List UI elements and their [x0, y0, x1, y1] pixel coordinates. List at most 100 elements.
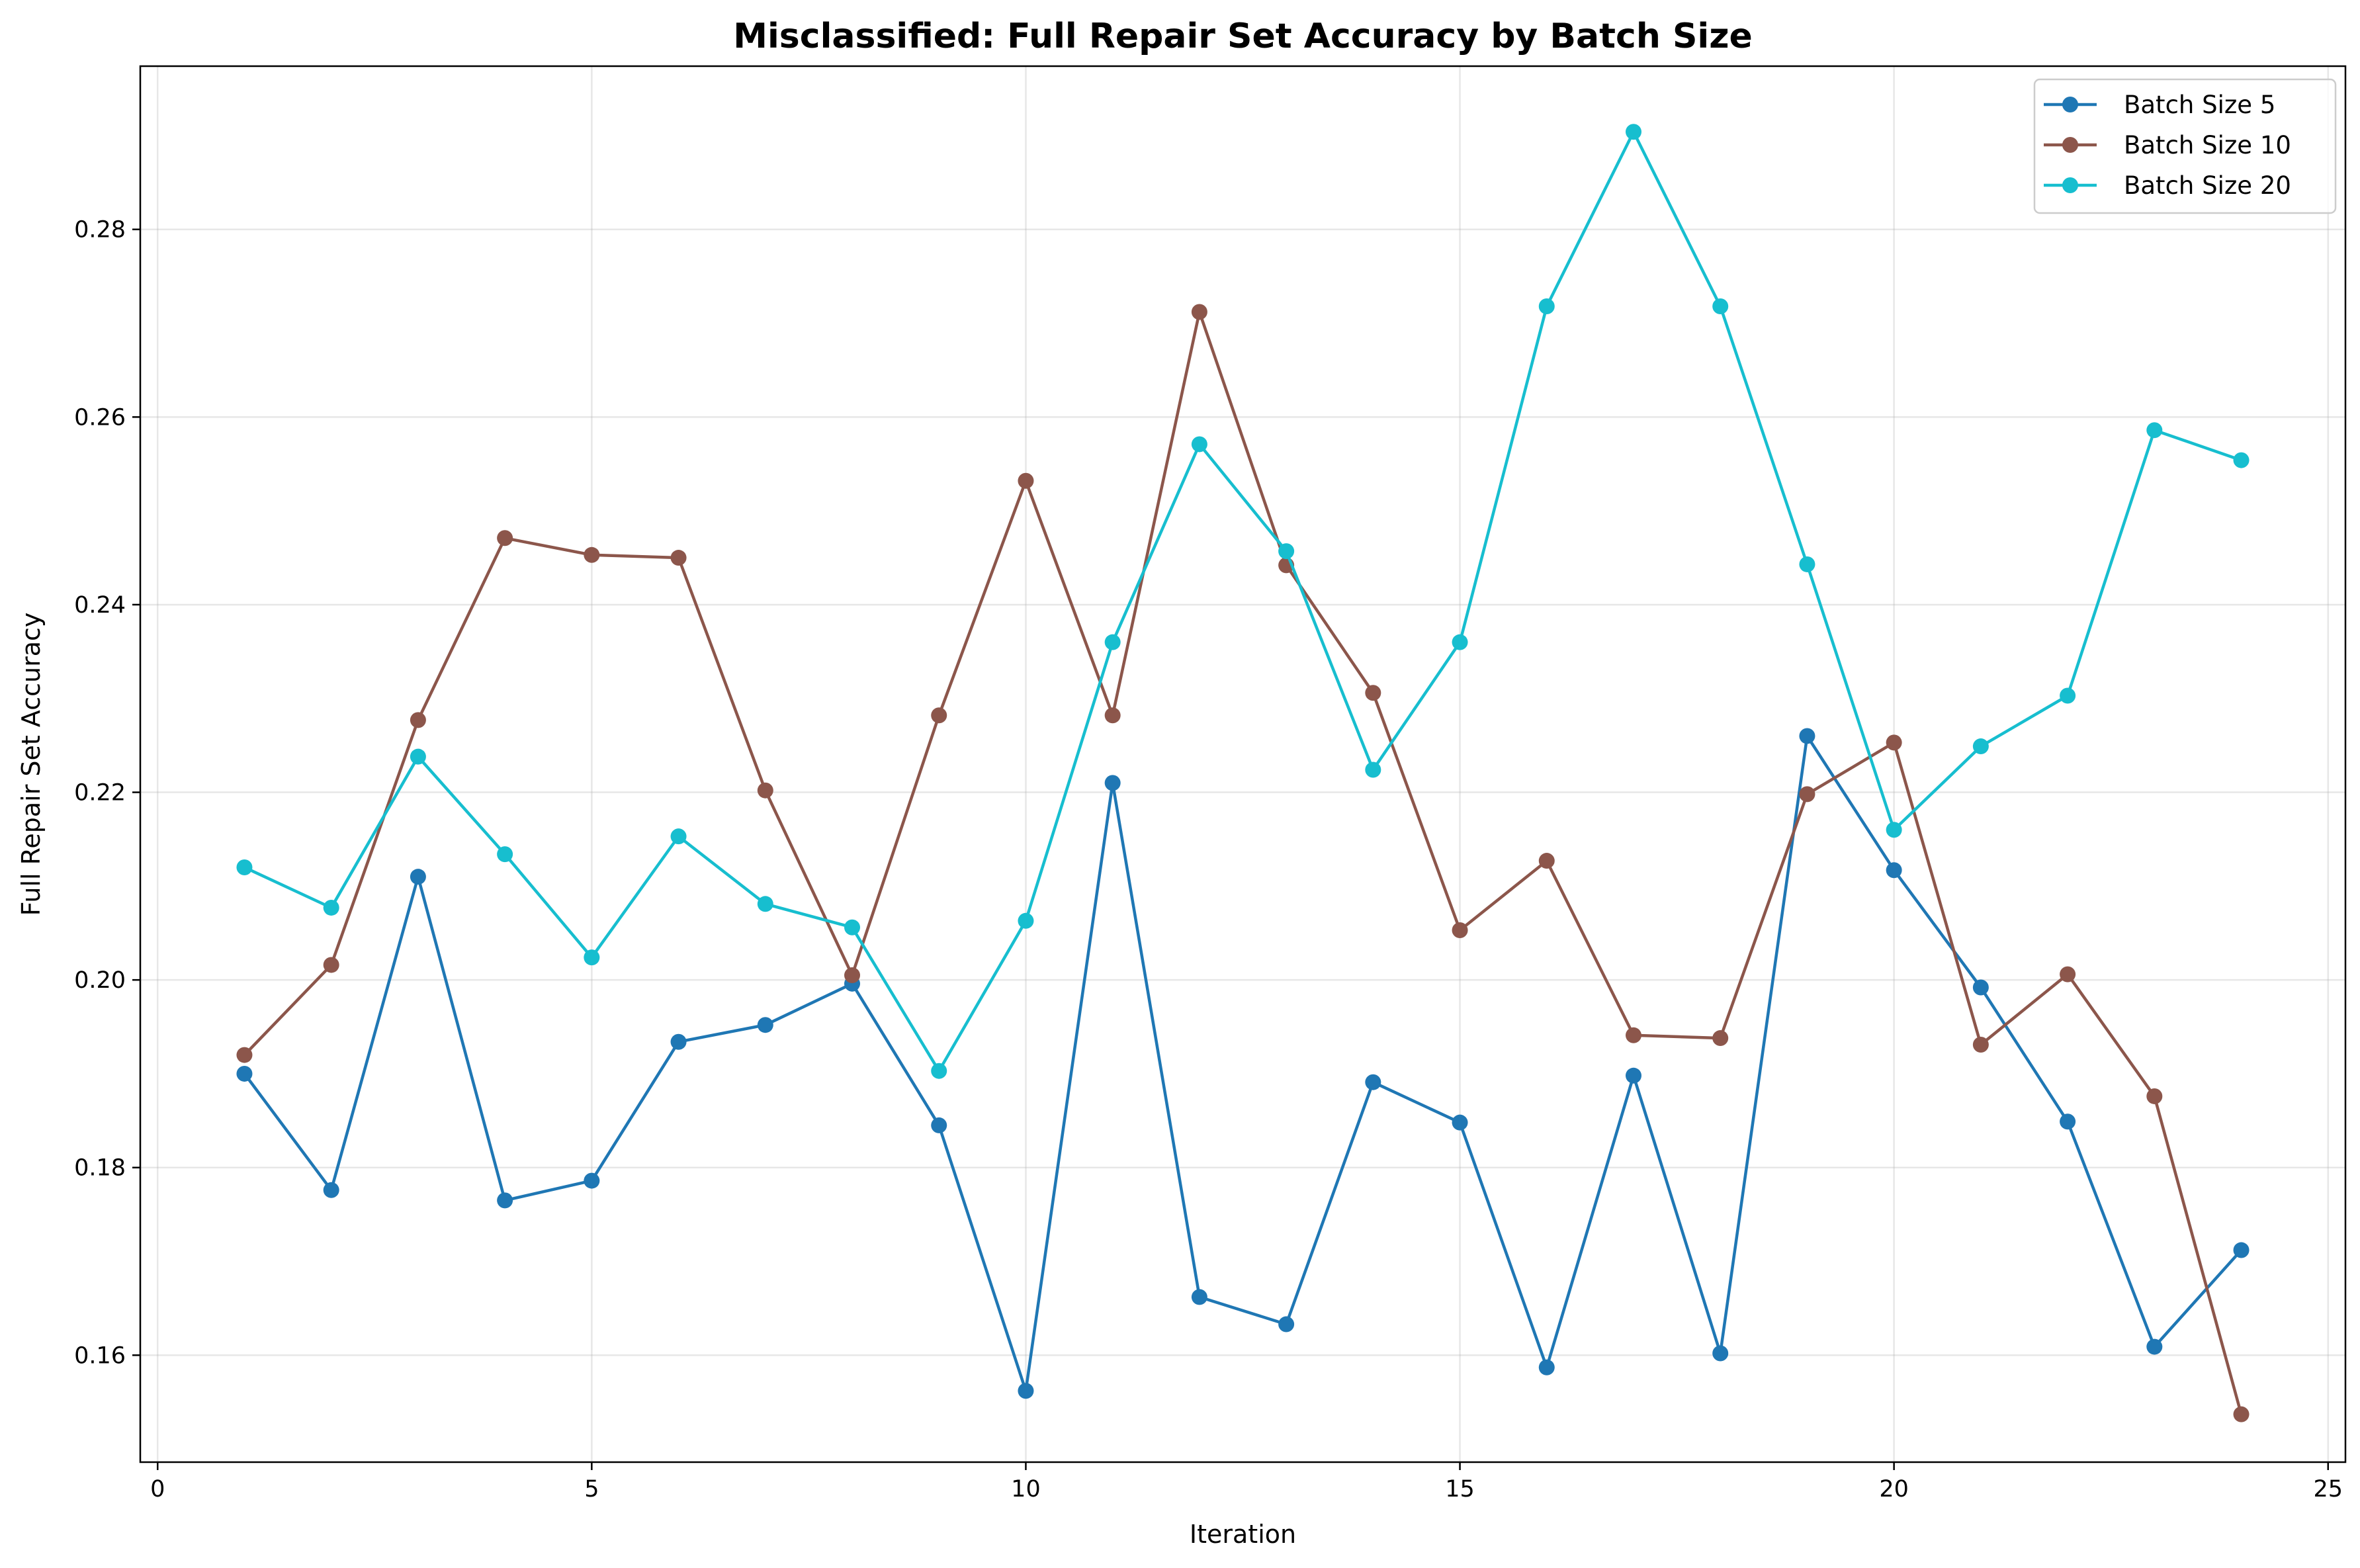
data-point — [236, 859, 253, 875]
data-point — [844, 919, 861, 936]
data-point — [2233, 452, 2250, 468]
data-point — [1365, 685, 1381, 701]
data-point — [1625, 1067, 1641, 1084]
data-point — [1625, 124, 1641, 140]
data-point — [1018, 1383, 1034, 1399]
data-point — [1886, 734, 1902, 751]
data-point — [497, 530, 513, 546]
grid-lines — [140, 66, 2345, 1462]
data-point — [236, 1047, 253, 1063]
x-tick-label: 15 — [1445, 1476, 1475, 1503]
legend-marker — [2062, 177, 2078, 193]
data-point — [1278, 1316, 1295, 1332]
data-point — [757, 896, 773, 912]
data-point — [1104, 707, 1121, 724]
data-point — [670, 1033, 687, 1050]
data-point — [584, 949, 600, 966]
data-point — [1799, 786, 1815, 803]
chart-title: Misclassified: Full Repair Set Accuracy … — [733, 17, 1753, 56]
data-point — [2060, 1113, 2076, 1130]
data-point — [1452, 634, 1468, 650]
y-tick-label: 0.24 — [74, 592, 126, 619]
legend-label: Batch Size 10 — [2124, 131, 2291, 159]
data-point — [2233, 1242, 2250, 1258]
data-point — [1799, 728, 1815, 744]
y-tick-label: 0.20 — [74, 967, 126, 994]
data-point — [1712, 1030, 1729, 1047]
data-point — [323, 1182, 339, 1198]
data-point — [1538, 853, 1555, 869]
data-point — [1972, 738, 1989, 755]
y-tick-label: 0.16 — [74, 1342, 126, 1369]
data-point — [1278, 543, 1295, 560]
data-point — [584, 546, 600, 563]
axis-ticks: 0 5 10 15 20 25 0.16 0.18 0.20 0.22 0.24 0.26 0.28 — [74, 217, 2343, 1503]
y-tick-label: 0.18 — [74, 1155, 126, 1182]
x-tick-label: 5 — [584, 1476, 599, 1503]
series-line — [243, 310, 2243, 1415]
data-point — [1018, 912, 1034, 929]
data-point — [410, 869, 426, 885]
y-axis-label: Full Repair Set Accuracy — [17, 613, 46, 916]
data-point — [1538, 1359, 1555, 1375]
y-tick-label: 0.28 — [74, 217, 126, 243]
data-point — [2146, 1088, 2163, 1104]
data-point — [2060, 687, 2076, 704]
data-point — [844, 967, 861, 984]
data-point — [1191, 304, 1207, 320]
legend-marker — [2062, 97, 2078, 112]
data-point — [1886, 822, 1902, 838]
legend-label: Batch Size 20 — [2124, 171, 2291, 200]
data-point — [1538, 298, 1555, 315]
legend-label: Batch Size 5 — [2124, 91, 2275, 119]
data-point — [1625, 1027, 1641, 1043]
data-point — [2233, 1406, 2250, 1422]
data-point — [757, 782, 773, 799]
x-tick-label: 25 — [2313, 1476, 2343, 1503]
data-point — [410, 748, 426, 765]
plot-area-frame — [139, 65, 2347, 1463]
data-point — [931, 1117, 947, 1133]
data-point — [931, 707, 947, 724]
data-point — [1104, 634, 1121, 650]
data-point — [1452, 922, 1468, 938]
data-point — [2146, 1338, 2163, 1355]
data-point — [1712, 298, 1729, 315]
data-point — [323, 957, 339, 973]
series-line — [243, 734, 2243, 1393]
x-tick-label: 10 — [1011, 1476, 1041, 1503]
series-2 — [236, 304, 2250, 1422]
legend: Batch Size 5 Batch Size 10 Batch Size 20 — [2033, 78, 2337, 214]
data-point — [1972, 1036, 1989, 1053]
data-point — [670, 828, 687, 845]
data-point — [1365, 1074, 1381, 1090]
data-point — [931, 1063, 947, 1079]
data-point — [1191, 436, 1207, 453]
legend-item: Batch Size 10 — [2044, 131, 2291, 159]
data-point — [1712, 1345, 1729, 1362]
data-point — [1972, 979, 1989, 996]
x-axis-label: Iteration — [1190, 1520, 1296, 1549]
data-point — [670, 550, 687, 566]
legend-box — [2033, 78, 2337, 214]
x-tick-label: 0 — [150, 1476, 165, 1503]
data-point — [2060, 966, 2076, 982]
series-group — [236, 124, 2250, 1422]
legend-item: Batch Size 5 — [2044, 91, 2275, 119]
data-point — [2146, 422, 2163, 439]
data-point — [1365, 762, 1381, 778]
series-3 — [236, 124, 2250, 1079]
y-tick-label: 0.22 — [74, 780, 126, 806]
x-tick-label: 20 — [1879, 1476, 1909, 1503]
data-point — [497, 1192, 513, 1209]
data-point — [410, 712, 426, 728]
data-point — [236, 1065, 253, 1082]
series-1 — [236, 728, 2250, 1399]
legend-marker — [2062, 137, 2078, 153]
data-point — [584, 1172, 600, 1189]
data-point — [757, 1017, 773, 1033]
legend-item: Batch Size 20 — [2044, 171, 2291, 200]
data-point — [323, 899, 339, 916]
